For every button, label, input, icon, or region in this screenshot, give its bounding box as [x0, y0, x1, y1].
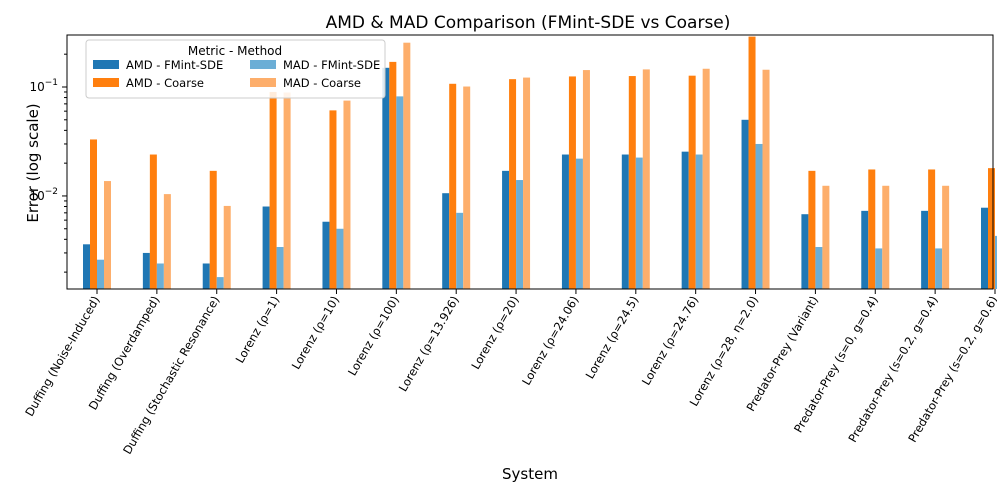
bar-amd-fmint-sde-6: [442, 193, 450, 289]
bar-mad-fmint-sde-3: [276, 247, 284, 289]
x-tick-label: Lorenz (ρ=24.06): [519, 294, 581, 388]
x-tick-label: Lorenz (ρ=24.5): [583, 294, 642, 382]
legend-label-amd-fmint-sde: AMD - FMint-SDE: [126, 58, 223, 72]
y-tick-label: 10−1: [29, 78, 58, 94]
bar-mad-coarse-3: [283, 92, 291, 289]
bar-mad-fmint-sde-12: [815, 247, 823, 289]
x-tick-label: Lorenz (ρ=100): [345, 294, 402, 379]
bar-amd-coarse-9: [628, 76, 636, 289]
bar-amd-coarse-2: [209, 170, 217, 289]
bar-amd-coarse-4: [329, 110, 337, 289]
bar-amd-fmint-sde-2: [202, 263, 210, 289]
bars-group: [83, 36, 997, 290]
legend-swatch-mad-coarse: [250, 78, 276, 87]
bar-mad-fmint-sde-8: [575, 158, 583, 289]
x-tick-label: Lorenz (ρ=24.76): [639, 294, 701, 388]
legend-swatch-mad-fmint-sde: [250, 60, 276, 69]
bar-mad-coarse-7: [523, 77, 531, 290]
bar-mad-coarse-11: [762, 69, 770, 289]
legend-swatch-amd-fmint-sde: [93, 60, 119, 69]
bar-amd-fmint-sde-4: [322, 221, 330, 289]
bar-mad-coarse-14: [942, 185, 950, 289]
bar-mad-coarse-0: [104, 181, 111, 289]
bar-amd-fmint-sde-14: [921, 210, 929, 289]
bar-mad-coarse-12: [822, 185, 830, 289]
bar-amd-coarse-12: [808, 170, 816, 289]
bar-mad-fmint-sde-6: [456, 212, 464, 289]
x-tick-label: Lorenz (ρ=1): [233, 294, 283, 366]
x-tick-label: Lorenz (ρ=13.926): [396, 294, 462, 394]
bar-amd-fmint-sde-9: [621, 154, 629, 289]
bar-amd-coarse-0: [90, 139, 97, 289]
bar-amd-fmint-sde-10: [681, 151, 689, 289]
bar-mad-coarse-6: [463, 86, 471, 289]
x-axis-label: System: [502, 465, 558, 483]
bar-amd-coarse-13: [868, 169, 876, 289]
bar-amd-fmint-sde-7: [502, 170, 510, 289]
bar-mad-fmint-sde-11: [755, 143, 763, 289]
bar-mad-fmint-sde-7: [516, 180, 524, 289]
y-tick-base: 10: [29, 189, 44, 203]
y-tick-exponent: −2: [45, 187, 58, 197]
bar-mad-coarse-10: [702, 68, 710, 289]
bar-amd-fmint-sde-3: [262, 206, 270, 289]
bar-amd-fmint-sde-15: [981, 207, 988, 289]
bar-amd-coarse-10: [688, 75, 696, 289]
y-tick-base: 10: [29, 80, 44, 94]
x-tick-label: Lorenz (ρ=20): [468, 294, 521, 372]
bar-amd-fmint-sde-5: [382, 67, 390, 290]
bar-mad-coarse-4: [343, 100, 351, 289]
bar-amd-coarse-14: [928, 169, 936, 289]
bar-amd-coarse-5: [389, 61, 397, 290]
legend-label-mad-fmint-sde: MAD - FMint-SDE: [283, 58, 380, 72]
bar-mad-coarse-2: [223, 205, 231, 289]
legend-label-mad-coarse: MAD - Coarse: [283, 76, 361, 90]
bar-mad-fmint-sde-0: [97, 259, 104, 289]
bar-mad-fmint-sde-10: [695, 154, 703, 289]
y-tick-label: 10−2: [29, 187, 58, 203]
bar-mad-coarse-1: [163, 194, 171, 289]
bar-amd-coarse-3: [269, 91, 277, 289]
bar-amd-fmint-sde-13: [861, 210, 869, 289]
chart-title: AMD & MAD Comparison (FMint-SDE vs Coars…: [326, 13, 731, 33]
bar-mad-fmint-sde-14: [935, 248, 943, 289]
legend: Metric - Method AMD - FMint-SDE AMD - Coa…: [85, 39, 386, 99]
x-tick-label: Lorenz (ρ=28, η=2.0): [687, 294, 762, 409]
bar-amd-coarse-6: [449, 83, 457, 289]
bar-mad-fmint-sde-1: [156, 263, 164, 289]
legend-label-amd-coarse: AMD - Coarse: [126, 76, 204, 90]
y-tick-exponent: −1: [45, 78, 58, 88]
plot-frame: [66, 34, 994, 290]
bar-amd-fmint-sde-12: [801, 214, 809, 289]
bar-mad-fmint-sde-4: [336, 228, 344, 289]
bar-mad-coarse-13: [882, 185, 890, 289]
bar-mad-coarse-8: [582, 70, 590, 289]
bar-mad-fmint-sde-2: [216, 277, 224, 289]
bar-mad-coarse-5: [403, 42, 411, 290]
bar-mad-coarse-9: [642, 69, 650, 290]
bar-mad-fmint-sde-15: [995, 235, 997, 289]
x-tick-label: Lorenz (ρ=10): [289, 294, 342, 372]
bar-amd-fmint-sde-8: [561, 154, 569, 289]
x-ticks-group: Duffing (Noise-Induced)Duffing (Overdamp…: [22, 289, 997, 457]
bar-mad-fmint-sde-13: [875, 248, 883, 289]
bar-amd-fmint-sde-0: [83, 244, 90, 289]
bar-amd-fmint-sde-11: [741, 119, 749, 289]
bar-mad-fmint-sde-5: [396, 96, 404, 289]
bar-amd-coarse-7: [509, 79, 517, 289]
legend-swatch-amd-coarse: [93, 78, 119, 87]
bar-amd-coarse-11: [748, 36, 756, 289]
y-axis-label: Error (log scale): [24, 103, 42, 222]
bar-amd-fmint-sde-1: [142, 252, 150, 289]
bar-amd-coarse-8: [568, 76, 576, 289]
legend-box: [85, 39, 386, 99]
bar-amd-coarse-15: [988, 168, 995, 289]
bar-amd-coarse-1: [149, 154, 157, 289]
bar-mad-fmint-sde-9: [635, 157, 643, 289]
legend-title: Metric - Method: [188, 44, 282, 58]
